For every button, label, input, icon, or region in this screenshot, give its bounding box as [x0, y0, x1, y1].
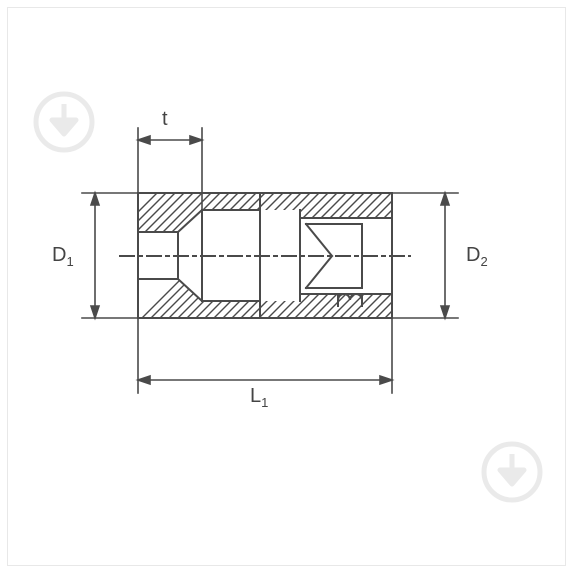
label-d1: D1 [52, 244, 74, 269]
label-t: t [162, 108, 168, 131]
technical-drawing [0, 0, 576, 576]
dimension-l1 [138, 318, 392, 393]
label-l1: L1 [250, 385, 268, 410]
label-d2: D2 [466, 244, 488, 269]
